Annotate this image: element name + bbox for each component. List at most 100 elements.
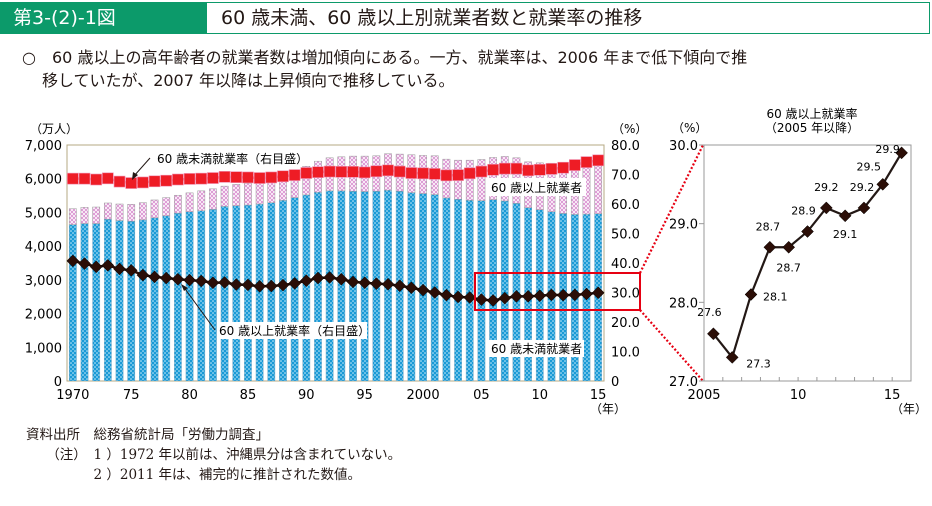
over60-rate-point-1994: [346, 275, 360, 289]
over60-rate-point-2011: [545, 288, 558, 302]
x-tick-label: 10: [532, 388, 549, 403]
svg-text:60 歳以上就業率（右目盛）: 60 歳以上就業率（右目盛）: [219, 323, 370, 338]
over60-rate-point-1974: [113, 262, 126, 276]
over60-rate-point-1973: [101, 259, 115, 272]
inset-y-unit: （%）: [672, 121, 707, 135]
left-tick-label: 5,000: [25, 206, 62, 221]
figure-header: 第3-(2)-1図 60 歳未満、60 歳以上別就業者数と就業率の推移: [0, 2, 930, 34]
bar-under60-1972: [92, 223, 101, 381]
inset-title: 60 歳以上就業率: [766, 106, 857, 121]
bar-under60-1977: [150, 217, 159, 381]
right-tick-label: 70.0: [611, 169, 640, 184]
under60-rate-point-2011: [545, 163, 558, 175]
zoom-connector-top: [639, 144, 704, 274]
inset-point-2013: [857, 201, 871, 215]
over60-rate-point-1985: [241, 278, 255, 292]
over60-rate-line: [72, 259, 599, 302]
bar-over60-1977: [150, 199, 159, 219]
under60-rate-point-1981: [195, 172, 208, 185]
right-tick-label: 50.0: [611, 228, 640, 243]
under60-rate-point-1998: [393, 165, 406, 178]
bar-over60-1978: [162, 197, 171, 217]
over60-rate-point-1971: [78, 257, 91, 270]
bar-under60-1984: [232, 205, 241, 381]
x-tick-label: 75: [123, 388, 140, 403]
over60-rate-point-2012: [556, 288, 570, 302]
under60-rate-point-1989: [288, 169, 301, 181]
inset-over60-rate-series: 27.6 27.3 28.1 28.7 28.7 28.9 29.2 29.1 29.2 29.5…: [697, 143, 908, 370]
note-label: （注）: [53, 447, 80, 463]
x-tick-label: 1970: [56, 388, 89, 403]
x-axis-ticks: 1970 75 80 85 90 95 2000 05 10 15: [56, 378, 606, 403]
under60-rate-point-2001: [428, 168, 441, 180]
inset-point-2007: [744, 288, 758, 301]
left-axis-unit: （万人）: [30, 122, 78, 136]
inset-point-2012: [838, 209, 852, 223]
over60-rate-point-1981: [194, 274, 208, 288]
over60-rate-point-2000: [416, 283, 430, 297]
x-tick-label: 2000: [407, 388, 440, 403]
inset-data-label: 29.1: [833, 228, 858, 241]
inset-y-tick-label: 30.0: [669, 139, 698, 154]
over60-rate-point-1975: [124, 264, 138, 277]
inset-data-label: 29.5: [857, 160, 882, 173]
under60-rate-point-2009: [522, 164, 534, 177]
inset-x-tick-label: 2005: [687, 388, 720, 403]
over60-rate-point-2013: [568, 288, 582, 302]
under60-rate-point-1995: [358, 166, 371, 179]
bar-over60-2005: [477, 159, 486, 201]
bar-under60-1993: [337, 190, 346, 381]
x-tick-label: 15: [590, 388, 607, 403]
over60-rate-point-1999: [405, 281, 418, 295]
over60-rate-point-1998: [393, 279, 407, 293]
under60-rate-point-1972: [90, 173, 102, 186]
over60-rate-point-2014: [580, 287, 593, 301]
inset-axis-ticks: 27.0 28.0 29.0 30.0 2005 10 15: [669, 139, 912, 403]
under60-rate-point-1985: [242, 171, 254, 184]
lead-line-2: 移していたが、2007 年以降は上昇傾向で推移している。: [42, 71, 455, 90]
bar-over60-1976: [139, 202, 147, 221]
bar-over60-1986: [255, 181, 264, 205]
over60-rate-point-1995: [358, 276, 372, 290]
over60-rate-point-1980: [183, 273, 196, 287]
bar-over60-1974: [115, 203, 124, 221]
bar-over60-2004: [465, 159, 474, 201]
inset-data-label: 29.2: [814, 181, 839, 194]
under60-rate-point-2002: [440, 169, 453, 182]
source-label: 資料出所: [26, 427, 80, 443]
under60-rate-point-1986: [253, 172, 266, 184]
inset-point-2008: [763, 240, 777, 254]
under60-rate-point-1974: [113, 175, 126, 188]
inset-subtitle: （2005 年以降）: [765, 121, 859, 135]
x-tick-label: 80: [181, 388, 198, 403]
under60-rate-point-1980: [183, 173, 196, 185]
over60-rate-point-1988: [276, 278, 290, 292]
over60-rate-point-1989: [288, 277, 301, 290]
svg-text:60 歳未満就業率（右目盛）: 60 歳未満就業率（右目盛）: [157, 151, 308, 166]
under60-rate-point-2008: [510, 162, 523, 175]
over60-rate-point-2010: [533, 289, 547, 303]
under60-rate-point-1977: [148, 175, 161, 188]
under60-rate-point-1975: [125, 177, 138, 189]
left-tick-label: 1,000: [25, 341, 62, 356]
inset-point-2005: [707, 327, 720, 341]
over60-rate-point-1993: [334, 272, 348, 286]
bar-under60-1992: [325, 190, 334, 381]
over60-rate-point-1996: [370, 277, 383, 291]
left-tick-label: 0: [54, 375, 62, 390]
under60-rate-point-1973: [102, 172, 114, 185]
under60-rate-point-2000: [417, 167, 429, 180]
under60-rate-point-1983: [218, 171, 231, 183]
bar-under60-1991: [314, 191, 322, 381]
bar-under60-1976: [139, 219, 147, 381]
bar-under60-2004: [465, 200, 474, 381]
bar-over60-2015: [594, 158, 603, 215]
x-tick-label: 85: [240, 388, 257, 403]
over60-rate-point-2005: [475, 293, 488, 306]
over60-rate-point-1992: [323, 271, 337, 284]
over60-rate-point-2002: [440, 288, 453, 302]
inset-data-label: 28.9: [791, 205, 816, 218]
over60-rate-point-1982: [206, 276, 220, 290]
bar-over60-1983: [220, 185, 229, 207]
under60-rate-point-1990: [300, 167, 313, 179]
